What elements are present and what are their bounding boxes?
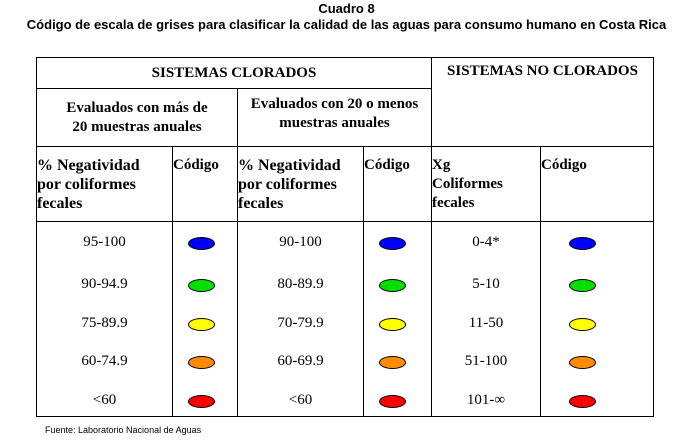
divider-group-header xyxy=(37,88,431,89)
col-header-xg-line2: Coliformes xyxy=(432,176,503,192)
col-header-codigo-3: Código xyxy=(541,156,653,175)
col-header-negatividad-1-line1: % Negatividad xyxy=(37,157,140,174)
row-5-color-code-2 xyxy=(379,395,406,408)
table-caption-subtitle: Código de escala de grises para clasific… xyxy=(26,17,667,32)
source-note: Fuente: Laboratorio Nacional de Aguas xyxy=(45,425,202,435)
row-1-value-3: 0-4* xyxy=(472,234,500,250)
divider-subgroup-header xyxy=(37,146,653,147)
group-header-clorados: SISTEMAS CLORADOS xyxy=(151,64,317,81)
row-1-color-code-3 xyxy=(569,237,596,250)
group-header-no-clorados: SISTEMAS NO CLORADOS xyxy=(447,63,638,79)
row-1-value-2: 90-100 xyxy=(279,234,322,250)
row-3-color-code-1 xyxy=(188,318,215,331)
row-5-value-3: 101-∞ xyxy=(466,392,506,408)
subgroup-mas-20: Evaluados con más de 20 muestras anuales xyxy=(37,89,237,146)
row-1-color-code-2 xyxy=(379,237,406,250)
divider-col3-col4 xyxy=(363,146,364,416)
subgroup-20-menos-line2: muestras anuales xyxy=(279,115,390,131)
divider-col1-col2 xyxy=(172,146,173,416)
row-1-value-1: 95-100 xyxy=(83,234,126,250)
col-header-codigo-1: Código xyxy=(173,156,237,175)
row-4-color-code-3 xyxy=(569,356,596,369)
row-2-color-code-1 xyxy=(188,279,215,292)
row-3-value-2: 70-79.9 xyxy=(277,315,324,331)
col-header-negatividad-1-line3: fecales xyxy=(37,195,83,212)
col-header-codigo-2-label: Código xyxy=(364,157,410,173)
row-2-value-3: 5-10 xyxy=(472,276,500,292)
col-header-xg-line3: fecales xyxy=(432,195,475,211)
col-header-negatividad-2: % Negatividad por coliformes fecales xyxy=(238,156,363,213)
row-5-color-code-3 xyxy=(569,395,596,408)
subgroup-20-menos: Evaluados con 20 o menos muestras anuale… xyxy=(238,89,431,146)
row-3-color-code-3 xyxy=(569,318,596,331)
row-5-value-1: <60 xyxy=(92,392,117,408)
subgroup-mas-20-line2: 20 muestras anuales xyxy=(72,118,202,135)
divider-col5-col6 xyxy=(540,146,541,416)
col-header-negatividad-2-line1: % Negatividad xyxy=(238,157,341,174)
col-header-negatividad-2-line2: por coliformes xyxy=(238,176,337,193)
divider-clorados-noclorados xyxy=(431,58,432,416)
row-1-color-code-1 xyxy=(188,237,215,250)
row-3-value-3: 11-50 xyxy=(468,315,504,331)
row-2-color-code-2 xyxy=(379,279,406,292)
col-header-codigo-1-label: Código xyxy=(173,157,219,173)
col-header-xg-line1: Xg xyxy=(432,157,451,173)
table-caption-title: Cuadro 8 xyxy=(318,1,375,16)
row-2-color-code-3 xyxy=(569,279,596,292)
row-2-value-1: 90-94.9 xyxy=(81,276,128,292)
col-header-codigo-2: Código xyxy=(364,156,431,175)
col-header-negatividad-1: % Negatividad por coliformes fecales xyxy=(37,156,172,213)
subgroup-mas-20-line1: Evaluados con más de xyxy=(66,99,208,116)
row-3-value-1: 75-89.9 xyxy=(81,315,128,331)
row-3-color-code-2 xyxy=(379,318,406,331)
divider-column-header xyxy=(37,221,653,222)
row-4-value-2: 60-69.9 xyxy=(277,353,324,369)
row-4-value-1: 60-74.9 xyxy=(81,353,128,369)
row-4-color-code-1 xyxy=(188,356,215,369)
classification-table: SISTEMAS CLORADOS SISTEMAS NO CLORADOS E… xyxy=(36,57,654,417)
col-header-xg-coliformes: Xg Coliformes fecales xyxy=(432,156,540,213)
row-5-value-2: <60 xyxy=(288,392,313,408)
col-header-codigo-3-label: Código xyxy=(541,157,587,173)
col-header-negatividad-1-line2: por coliformes xyxy=(37,176,136,193)
row-2-value-2: 80-89.9 xyxy=(277,276,324,292)
row-4-value-3: 51-100 xyxy=(464,353,508,369)
row-5-color-code-1 xyxy=(188,395,215,408)
divider-subgroups xyxy=(237,88,238,416)
col-header-negatividad-2-line3: fecales xyxy=(238,195,284,212)
row-4-color-code-2 xyxy=(379,356,406,369)
subgroup-20-menos-line1: Evaluados con 20 o menos xyxy=(250,96,419,112)
